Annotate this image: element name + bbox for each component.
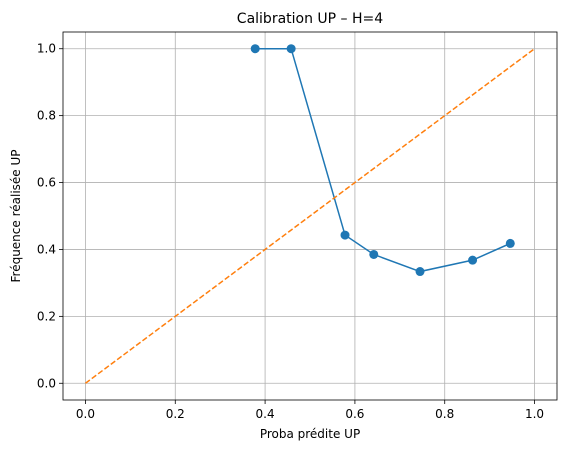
plot-frame: [62, 31, 558, 401]
data-point: [468, 255, 478, 265]
y-tick-label: 0.4: [37, 242, 56, 256]
x-tick-label: 0.4: [256, 407, 275, 421]
y-axis: 0.0 0.2 0.4 0.6 0.8 1.0: [37, 42, 63, 390]
data-point: [250, 44, 260, 54]
chart-title: Calibration UP – H=4: [237, 11, 383, 27]
data-point: [286, 44, 296, 54]
x-tick-label: 1.0: [525, 407, 544, 421]
x-axis-label: Proba prédite UP: [260, 427, 360, 441]
y-tick-label: 0.6: [37, 176, 56, 190]
grid: [63, 32, 557, 400]
y-tick-label: 0.2: [37, 309, 56, 323]
x-tick-label: 0.6: [345, 407, 364, 421]
data-point: [369, 249, 379, 259]
y-axis-label: Fréquence réalisée UP: [9, 149, 23, 282]
x-tick-label: 0.0: [76, 407, 95, 421]
x-axis: 0.0 0.2 0.4 0.6 0.8 1.0: [76, 400, 544, 421]
series-layer: [85, 44, 535, 384]
y-tick-label: 0.8: [37, 109, 56, 123]
x-tick-label: 0.2: [166, 407, 185, 421]
data-point: [340, 230, 350, 240]
x-tick-label: 0.8: [435, 407, 454, 421]
y-tick-label: 1.0: [37, 42, 56, 56]
series-line-2: [85, 48, 535, 384]
y-tick-label: 0.0: [37, 376, 56, 390]
series-line-1: [255, 47, 511, 273]
data-point: [505, 238, 515, 248]
data-point: [415, 267, 425, 277]
